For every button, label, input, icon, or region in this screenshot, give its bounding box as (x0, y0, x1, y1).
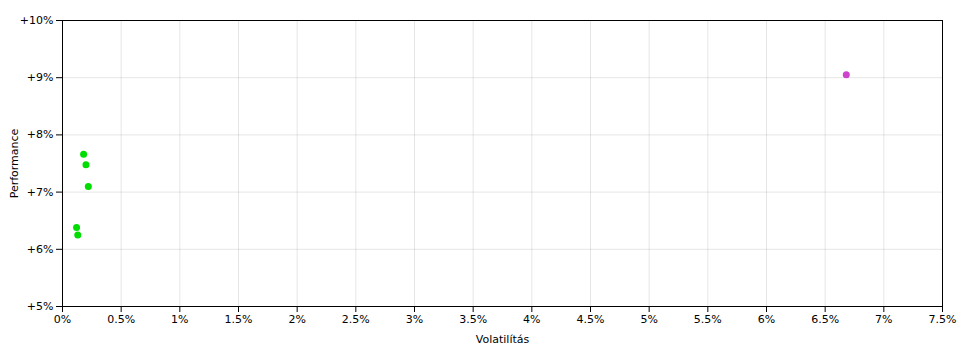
svg-text:6.5%: 6.5% (811, 313, 839, 326)
svg-text:0%: 0% (54, 313, 71, 326)
svg-text:7.5%: 7.5% (929, 313, 957, 326)
svg-text:4%: 4% (523, 313, 540, 326)
svg-text:1.5%: 1.5% (225, 313, 253, 326)
svg-text:0.5%: 0.5% (107, 313, 135, 326)
svg-text:7%: 7% (875, 313, 892, 326)
svg-text:1%: 1% (171, 313, 188, 326)
svg-text:2.5%: 2.5% (342, 313, 370, 326)
svg-text:+9%: +9% (27, 71, 54, 84)
svg-text:Volatilítás: Volatilítás (476, 333, 530, 346)
svg-text:+6%: +6% (27, 243, 54, 256)
svg-text:Performance: Performance (8, 128, 21, 198)
svg-text:5%: 5% (640, 313, 657, 326)
svg-text:+7%: +7% (27, 186, 54, 199)
svg-text:+8%: +8% (27, 128, 54, 141)
svg-text:+5%: +5% (27, 300, 54, 313)
svg-text:3%: 3% (406, 313, 423, 326)
svg-text:5.5%: 5.5% (694, 313, 722, 326)
svg-text:6%: 6% (758, 313, 775, 326)
svg-text:4.5%: 4.5% (577, 313, 605, 326)
svg-text:+10%: +10% (20, 14, 54, 27)
svg-text:3.5%: 3.5% (459, 313, 487, 326)
svg-text:2%: 2% (288, 313, 305, 326)
